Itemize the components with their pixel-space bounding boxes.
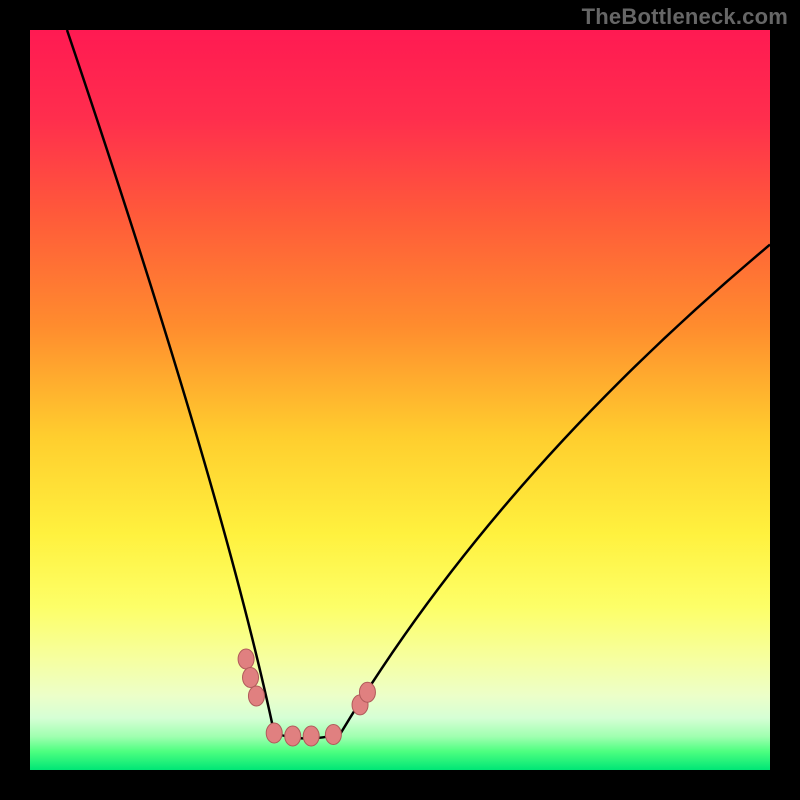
chart-container: TheBottleneck.com xyxy=(0,0,800,800)
data-marker xyxy=(303,726,319,746)
data-marker xyxy=(266,723,282,743)
data-marker xyxy=(238,649,254,669)
data-marker xyxy=(325,724,341,744)
data-marker xyxy=(359,682,375,702)
data-marker xyxy=(248,686,264,706)
plot-background xyxy=(30,30,770,770)
bottleneck-curve-chart xyxy=(0,0,800,800)
data-marker xyxy=(243,668,259,688)
data-marker xyxy=(285,726,301,746)
